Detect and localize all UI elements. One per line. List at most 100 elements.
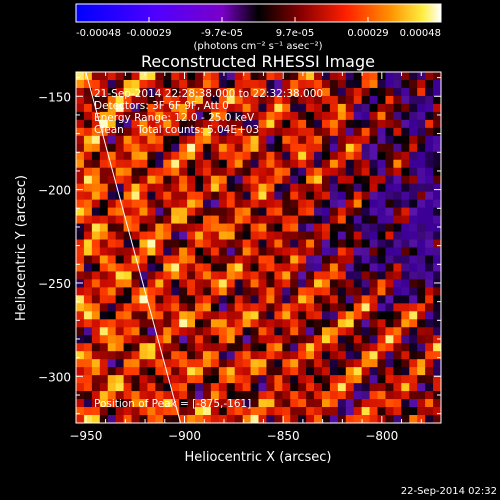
heatmap-cell — [314, 183, 323, 193]
heatmap-cell — [393, 375, 402, 384]
heatmap-cell — [266, 183, 275, 193]
heatmap-cell — [401, 151, 410, 161]
heatmap-cell — [218, 255, 228, 265]
heatmap-cell — [290, 159, 299, 169]
heatmap-cell — [258, 207, 268, 217]
heatmap-cell — [218, 79, 228, 89]
heatmap-cell — [107, 95, 117, 105]
heatmap-cell — [425, 295, 434, 304]
heatmap-cell — [282, 72, 291, 81]
heatmap-cell — [171, 87, 180, 97]
heatmap-cell — [274, 383, 283, 392]
heatmap-cell — [290, 407, 299, 416]
heatmap-cell — [210, 359, 220, 368]
heatmap-cell — [179, 351, 188, 360]
heatmap-cell — [76, 135, 85, 145]
heatmap-cell — [425, 95, 434, 105]
heatmap-cell — [147, 383, 156, 392]
heatmap-cell — [226, 143, 236, 153]
heatmap-cell — [314, 119, 323, 129]
heatmap-cell — [115, 143, 125, 153]
heatmap-cell — [337, 231, 347, 241]
heatmap-cell — [425, 351, 434, 360]
heatmap-cell — [163, 335, 172, 344]
heatmap-cell — [298, 359, 307, 368]
heatmap-cell — [314, 135, 323, 145]
heatmap-cell — [401, 135, 410, 145]
heatmap-cell — [242, 279, 252, 288]
colorbar-tick-label: 0.00029 — [347, 28, 388, 39]
heatmap-cell — [369, 183, 379, 193]
heatmap-cell — [274, 151, 283, 161]
heatmap-cell — [131, 319, 141, 328]
heatmap-cell — [282, 95, 291, 105]
heatmap-cell — [314, 319, 323, 328]
heatmap-cell — [226, 207, 236, 217]
heatmap-cell — [329, 415, 339, 423]
heatmap-cell — [76, 287, 85, 296]
heatmap-cell — [329, 375, 339, 384]
heatmap-cell — [163, 79, 172, 89]
heatmap-cell — [258, 79, 268, 89]
heatmap-cell — [274, 407, 283, 416]
heatmap-cell — [337, 167, 347, 177]
heatmap-cell — [314, 343, 323, 352]
heatmap-cell — [107, 79, 117, 89]
heatmap-cell — [83, 255, 93, 265]
heatmap-cell — [163, 327, 172, 336]
heatmap-cell — [155, 295, 164, 304]
heatmap-cell — [91, 343, 101, 352]
heatmap-cell — [306, 167, 315, 177]
heatmap-cell — [123, 199, 133, 209]
heatmap-cell — [131, 223, 141, 233]
heatmap-cell — [385, 383, 394, 392]
heatmap-cell — [250, 311, 260, 320]
heatmap-cell — [306, 151, 315, 161]
heatmap-cell — [179, 151, 188, 161]
heatmap-cell — [218, 319, 228, 328]
heatmap-cell — [345, 72, 355, 81]
heatmap-cell — [401, 399, 410, 408]
heatmap-cell — [425, 87, 434, 97]
heatmap-cell — [282, 175, 291, 185]
heatmap-cell — [282, 135, 291, 145]
heatmap-cell — [321, 72, 331, 81]
heatmap-cell — [131, 279, 141, 288]
heatmap-cell — [139, 151, 149, 161]
heatmap-cell — [107, 103, 117, 113]
heatmap-cell — [433, 407, 441, 416]
heatmap-cell — [155, 191, 164, 201]
heatmap-cell — [314, 111, 323, 121]
heatmap-cell — [250, 231, 260, 241]
heatmap-cell — [290, 111, 299, 121]
heatmap-cell — [250, 215, 260, 225]
heatmap-cell — [107, 215, 117, 225]
heatmap-cell — [345, 191, 355, 201]
heatmap-cell — [401, 303, 410, 312]
heatmap-cell — [417, 399, 426, 408]
heatmap-cell — [314, 263, 323, 273]
heatmap-cell — [250, 407, 260, 416]
heatmap-cell — [433, 399, 441, 408]
heatmap-cell — [329, 119, 339, 129]
heatmap-cell — [417, 303, 426, 312]
heatmap-cell — [179, 72, 188, 81]
heatmap-cell — [218, 223, 228, 233]
heatmap-cell — [361, 319, 371, 328]
heatmap-cell — [433, 375, 441, 384]
heatmap-cell — [425, 119, 434, 129]
heatmap-cell — [226, 327, 236, 336]
heatmap-cell — [314, 247, 323, 257]
heatmap-cell — [163, 159, 172, 169]
heatmap-cell — [417, 295, 426, 304]
heatmap-cell — [353, 199, 363, 209]
heatmap-cell — [377, 279, 387, 288]
heatmap-cell — [433, 199, 441, 209]
heatmap-cell — [226, 79, 236, 89]
heatmap-cell — [417, 255, 426, 265]
heatmap-cell — [234, 79, 244, 89]
heatmap-cell — [234, 135, 244, 145]
heatmap-cell — [195, 127, 204, 137]
heatmap-cell — [353, 231, 363, 241]
heatmap-cell — [202, 263, 212, 273]
